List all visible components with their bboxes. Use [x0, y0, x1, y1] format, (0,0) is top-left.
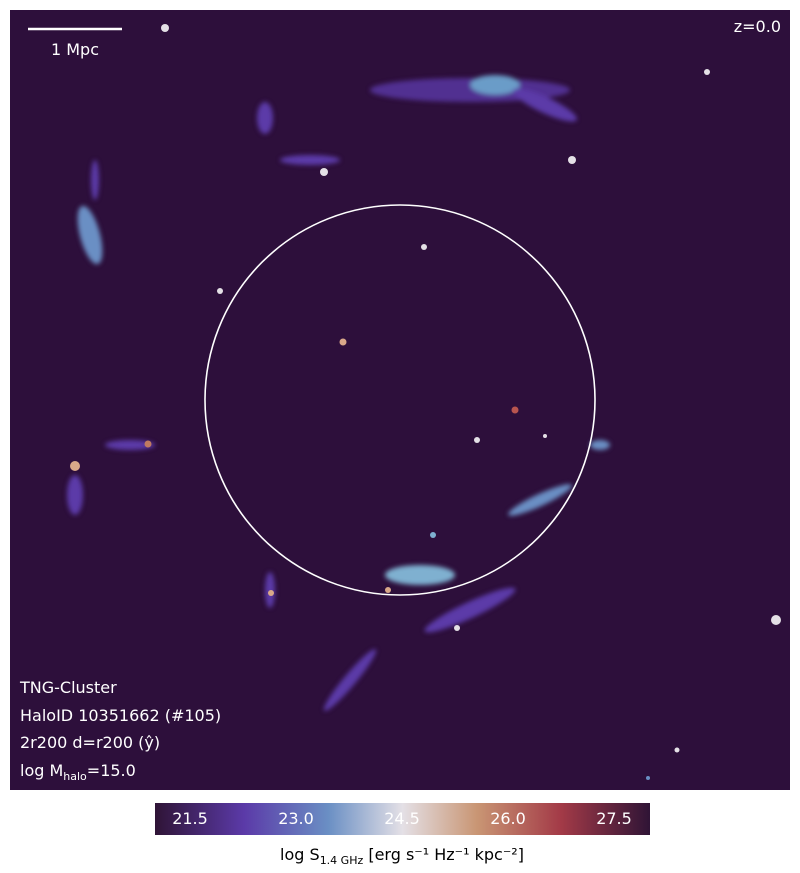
colorbar-label: log S1.4 GHz [erg s⁻¹ Hz⁻¹ kpc⁻²]: [280, 845, 524, 867]
mass-main: log M: [20, 761, 63, 780]
emission-blobs: [67, 75, 610, 711]
colorbar: [155, 803, 650, 835]
map-background: [10, 10, 790, 790]
colorbar-label-rest: [erg s⁻¹ Hz⁻¹ kpc⁻²]: [363, 845, 524, 864]
info-label: TNG-Cluster: [19, 678, 117, 697]
colorbar-tick-label: 26.0: [490, 809, 526, 828]
colorbar-ticks: 21.5 23.0 24.5 26.0 27.5: [172, 809, 632, 828]
colorbar-tick-label: 24.5: [384, 809, 420, 828]
scale-bar-label: 1 Mpc: [51, 40, 99, 59]
colorbar-label-main: log S: [280, 845, 320, 864]
mass-rest: =15.0: [87, 761, 136, 780]
colorbar-tick-label: 23.0: [278, 809, 314, 828]
colorbar-tick-label: 21.5: [172, 809, 208, 828]
info-label: 2r200 d=r200 (ŷ): [20, 733, 160, 752]
colorbar-tick-label: 27.5: [596, 809, 632, 828]
mass-sub: halo: [63, 770, 87, 783]
colorbar-label-sub: 1.4 GHz: [320, 854, 364, 867]
r200-circle: [204, 204, 596, 596]
info-label: HaloID 10351662 (#105): [20, 706, 221, 725]
point-sources: [70, 24, 781, 780]
mass-label: log Mhalo=15.0: [20, 761, 136, 783]
redshift-label: z=0.0: [734, 17, 781, 36]
